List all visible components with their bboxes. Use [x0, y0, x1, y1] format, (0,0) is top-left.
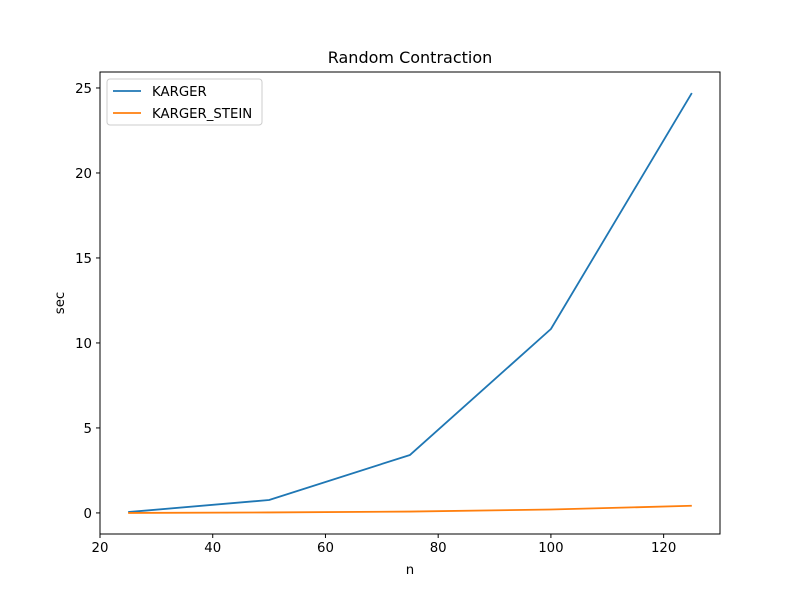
- x-axis-label: n: [406, 563, 414, 578]
- series-lines: [128, 92, 693, 514]
- chart-title: Random Contraction: [328, 48, 493, 67]
- series-line-karger: [128, 92, 693, 513]
- legend-label: KARGER: [152, 85, 207, 100]
- y-axis-label: sec: [53, 292, 68, 314]
- series-line-karger-stein: [128, 504, 692, 514]
- y-tick-label: 25: [75, 82, 92, 97]
- y-tick-label: 10: [75, 337, 92, 352]
- x-tick-label: 120: [651, 541, 676, 556]
- y-tick-label: 20: [75, 167, 92, 182]
- axes-frame: [99, 71, 721, 535]
- y-tick-label: 5: [84, 422, 92, 437]
- y-tick-label: 15: [75, 252, 92, 267]
- x-tick-label: 100: [538, 541, 563, 556]
- plot-area: 20 40 60 80 100 120 0 5 10 15 20 25: [75, 71, 721, 556]
- x-tick-label: 40: [204, 541, 221, 556]
- x-tick-label: 20: [92, 541, 109, 556]
- x-tick-label: 60: [317, 541, 334, 556]
- x-tick-label: 80: [430, 541, 447, 556]
- legend-label: KARGER_STEIN: [152, 107, 252, 122]
- legend: KARGER KARGER_STEIN: [106, 78, 263, 126]
- y-tick-label: 0: [84, 507, 92, 522]
- legend-box: [106, 78, 263, 126]
